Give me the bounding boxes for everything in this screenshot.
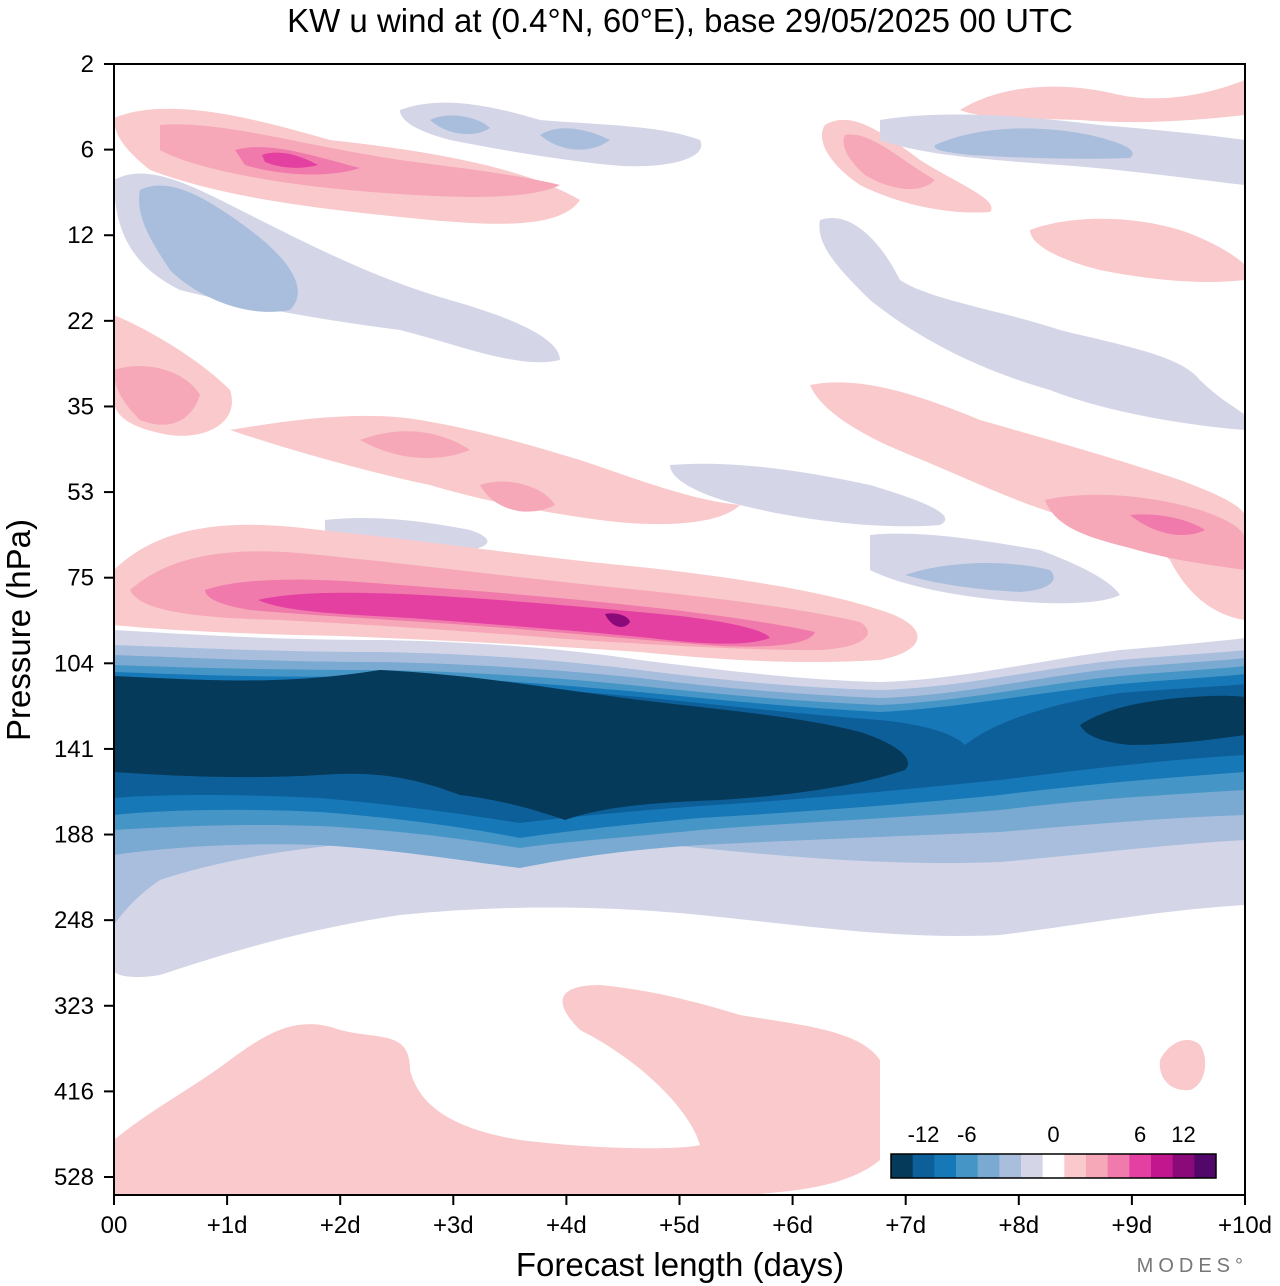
x-tick-label: +10d	[1218, 1212, 1272, 1239]
y-axis: 2 6 12 22 35 53 75 104 141 188 248 323 416 528	[54, 51, 114, 1191]
contour-positive-right-35hpa	[810, 382, 1245, 620]
contour-negative-top-row-inner-b	[540, 128, 610, 150]
colorbar-swatch	[1021, 1154, 1044, 1178]
contour-positive-jet-core	[258, 592, 770, 644]
contour-positive-35hpa-inner	[360, 431, 470, 459]
colorbar-swatch	[1042, 1154, 1065, 1178]
colorbar-swatch	[934, 1154, 957, 1178]
colorbar-swatch	[999, 1154, 1022, 1178]
contour-positive-top-right	[960, 80, 1245, 123]
x-tick-label: +4d	[546, 1212, 587, 1239]
modes-logo: MODES°	[1137, 1255, 1248, 1277]
contour-positive-22hpa-left-inner	[114, 366, 200, 425]
y-tick-label: 12	[67, 222, 94, 249]
y-axis-label: Pressure (hPa)	[0, 519, 37, 741]
contour-positive-jet-peak	[605, 613, 630, 627]
x-tick-label: +9d	[1112, 1212, 1153, 1239]
colorbar-swatch	[1086, 1154, 1109, 1178]
colorbar: -12 -6 0 6 12	[890, 1122, 1217, 1179]
x-tick-label: +1d	[207, 1212, 248, 1239]
contour-negative-jet-core-right	[1080, 695, 1245, 745]
x-tick-label: 00	[101, 1212, 128, 1239]
y-tick-label: 53	[67, 479, 94, 506]
x-tick-label: +2d	[320, 1212, 361, 1239]
colorbar-swatch	[1194, 1154, 1217, 1178]
colorbar-swatch	[1151, 1154, 1174, 1178]
y-tick-label: 6	[81, 137, 94, 164]
contour-positive-right-53hpa-inner	[1045, 494, 1245, 570]
x-tick-label: +7d	[885, 1212, 926, 1239]
y-tick-label: 323	[54, 993, 94, 1020]
y-tick-label: 188	[54, 822, 94, 849]
chart-title: KW u wind at (0.4°N, 60°E), base 29/05/2…	[287, 2, 1073, 39]
y-tick-label: 104	[54, 650, 94, 677]
contour-positive-lower-right-blob	[1159, 1040, 1206, 1091]
x-tick-label: +5d	[659, 1212, 700, 1239]
plot-area	[114, 64, 1245, 1195]
contour-negative-75hpa-right-inner	[905, 563, 1054, 592]
colorbar-frame	[890, 1153, 1217, 1179]
y-tick-label: 141	[54, 736, 94, 763]
contour-positive-12hpa-right	[1030, 218, 1245, 282]
contour-negative-53hpa-center	[670, 463, 946, 527]
colorbar-label: -6	[957, 1122, 977, 1147]
colorbar-swatch	[956, 1154, 979, 1178]
y-tick-label: 22	[67, 308, 94, 335]
contour-negative-top-right-inner	[934, 128, 1133, 159]
y-tick-label: 75	[67, 565, 94, 592]
colorbar-label: 6	[1134, 1122, 1146, 1147]
contour-positive-upper-band	[160, 124, 560, 197]
colorbar-swatch	[1129, 1154, 1152, 1178]
contour-negative-upper-left-inner	[139, 185, 298, 312]
colorbar-label: -12	[908, 1122, 940, 1147]
contour-negative-mid-right	[819, 218, 1245, 430]
y-tick-label: 248	[54, 907, 94, 934]
contour-positive-right-53hpa-core	[1130, 514, 1205, 535]
colorbar-swatch	[1107, 1154, 1130, 1178]
contour-positive-35hpa-band	[230, 415, 740, 525]
y-tick-label: 2	[81, 51, 94, 78]
colorbar-swatch	[977, 1154, 1000, 1178]
colorbar-swatch	[912, 1154, 935, 1178]
x-axis: 00 +1d +2d +3d +4d +5d +6d +7d +8d +9d +10d	[101, 1195, 1272, 1239]
x-axis-label: Forecast length (days)	[516, 1246, 844, 1283]
x-tick-label: +6d	[772, 1212, 813, 1239]
contour-positive-53hpa-inner	[480, 481, 555, 512]
colorbar-label: 0	[1047, 1122, 1059, 1147]
colorbar-swatch	[1172, 1154, 1195, 1178]
colorbar-label: 12	[1171, 1122, 1195, 1147]
y-tick-label: 528	[54, 1164, 94, 1191]
contour-positive-lower-left	[114, 985, 880, 1195]
colorbar-swatch	[1064, 1154, 1087, 1178]
x-tick-label: +3d	[433, 1212, 474, 1239]
colorbar-swatch	[891, 1154, 914, 1178]
x-tick-label: +8d	[998, 1212, 1039, 1239]
contour-negative-jet-core	[114, 670, 908, 820]
y-tick-label: 35	[67, 393, 94, 420]
contour-positive-upper-peak	[262, 152, 318, 168]
y-tick-label: 416	[54, 1078, 94, 1105]
contour-negative-top-row-inner-a	[430, 115, 490, 135]
contour-positive-day7-inner	[843, 134, 935, 190]
